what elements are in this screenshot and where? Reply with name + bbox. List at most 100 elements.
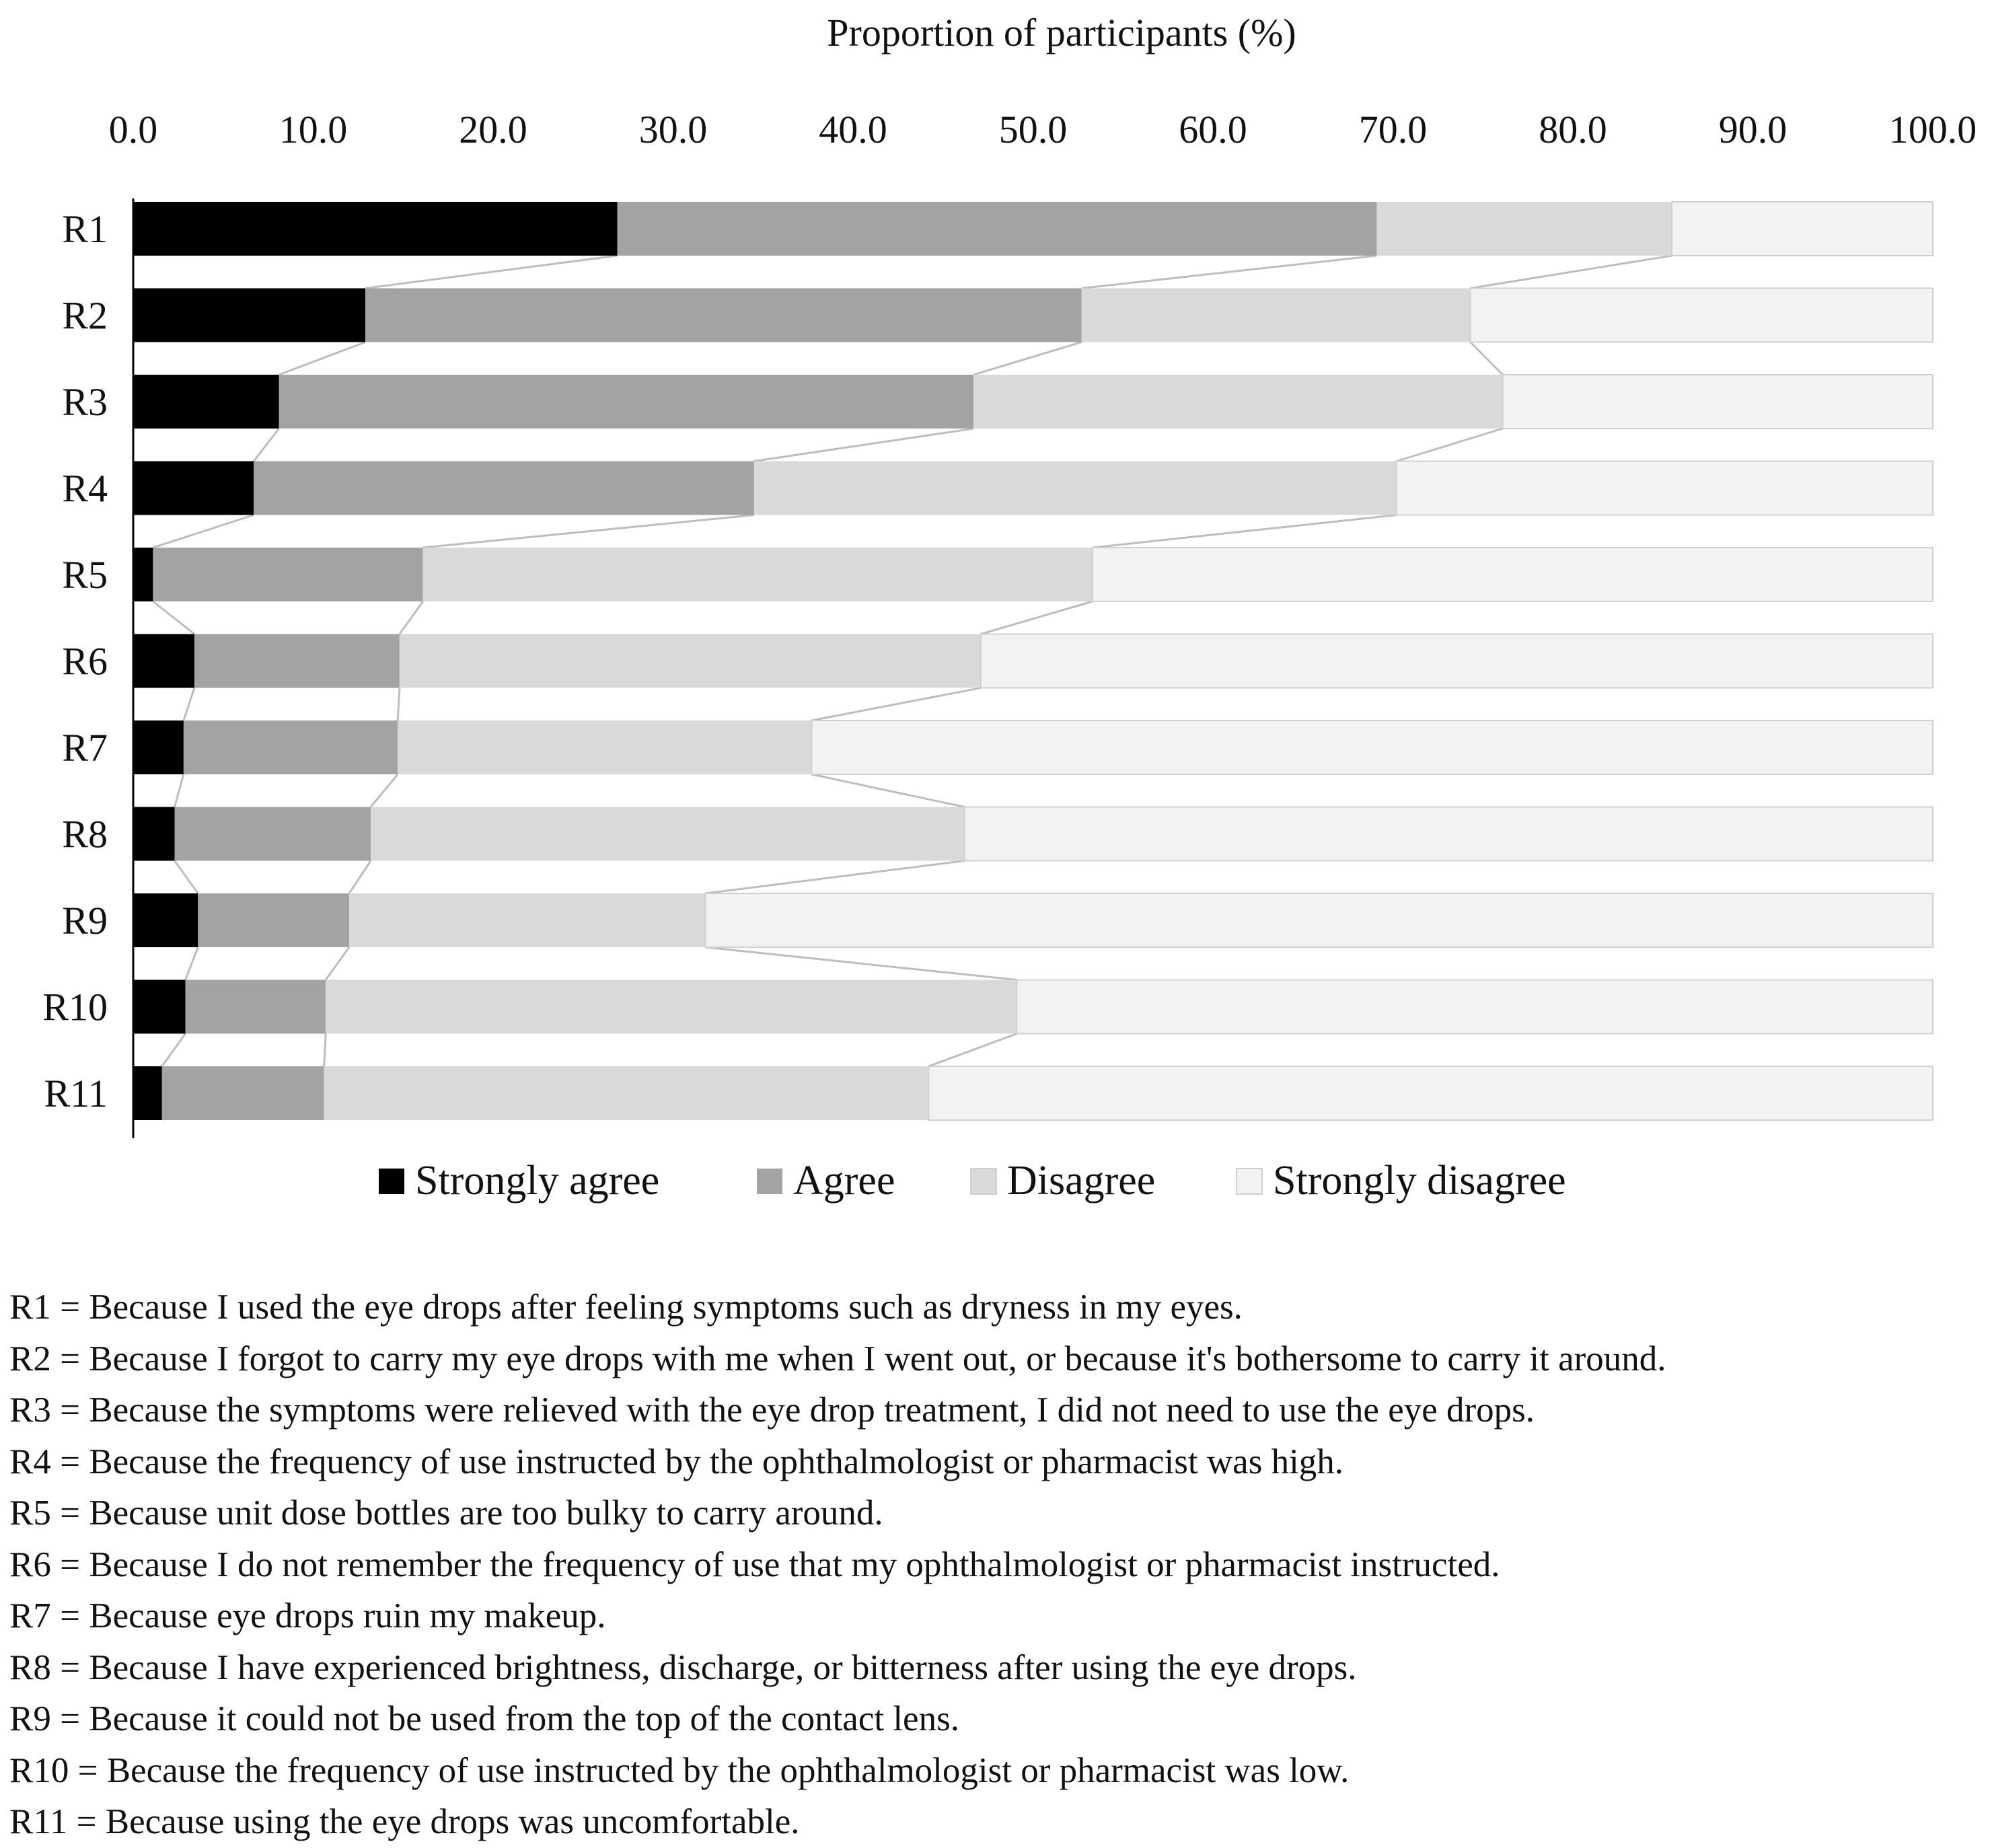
bar-segment-strongly-agree bbox=[133, 548, 153, 601]
series-connector-line bbox=[369, 774, 399, 808]
bar-segment-disagree bbox=[1376, 202, 1672, 256]
series-connector-line bbox=[1396, 427, 1504, 462]
bar-segment-strongly-disagree bbox=[1671, 201, 1933, 256]
reason-note: R5 = Because unit dose bottles are too b… bbox=[9, 1493, 883, 1532]
series-connector-line bbox=[174, 774, 185, 807]
bar-segment-agree bbox=[161, 1066, 324, 1120]
bar-segment-disagree bbox=[349, 893, 706, 947]
x-tick-label: 70.0 bbox=[1359, 108, 1428, 151]
x-tick-label: 10.0 bbox=[279, 108, 348, 151]
bar-segment-agree bbox=[194, 634, 400, 688]
x-tick-label: 60.0 bbox=[1179, 108, 1247, 151]
x-tick-label: 100.0 bbox=[1889, 108, 1977, 151]
y-category-label: R11 bbox=[44, 1072, 108, 1115]
legend-swatch bbox=[1236, 1168, 1263, 1195]
bar-segment-strongly-disagree bbox=[811, 720, 1933, 775]
series-connector-line bbox=[348, 860, 372, 894]
bar-segment-strongly-agree bbox=[133, 980, 186, 1034]
bar-segment-strongly-disagree bbox=[928, 1066, 1933, 1121]
y-category-label: R6 bbox=[62, 640, 108, 683]
y-category-label: R2 bbox=[62, 294, 108, 338]
y-category-label: R9 bbox=[62, 899, 108, 943]
series-connector-line bbox=[152, 514, 254, 549]
bar-segment-agree bbox=[183, 720, 398, 774]
reason-notes: R1 = Because I used the eye drops after … bbox=[9, 1282, 1987, 1848]
stacked-bar-chart: Proportion of participants (%) 0.0 10.0 20… bbox=[42, 11, 1977, 1204]
legend-item: Strongly disagree bbox=[1236, 1158, 1566, 1204]
bar-segment-strongly-disagree bbox=[1016, 979, 1933, 1035]
bar-segment-strongly-disagree bbox=[1395, 460, 1934, 516]
bar-segment-disagree bbox=[422, 548, 1093, 601]
y-category-label: R3 bbox=[62, 380, 108, 424]
reason-note: R2 = Because I forgot to carry my eye dr… bbox=[9, 1339, 1666, 1378]
bar-segment-agree bbox=[279, 375, 974, 429]
bar-segment-strongly-disagree bbox=[1502, 374, 1934, 429]
bar-segment-strongly-disagree bbox=[1469, 287, 1933, 343]
bar-segment-strongly-agree bbox=[133, 1066, 162, 1120]
bar-segment-disagree bbox=[1081, 288, 1471, 342]
series-connector-line bbox=[152, 600, 195, 635]
bar-segment-strongly-agree bbox=[133, 375, 279, 429]
y-category-label: R8 bbox=[62, 813, 108, 856]
bar-segment-disagree bbox=[326, 980, 1017, 1034]
series-connector-line bbox=[1469, 341, 1504, 376]
reason-note: R7 = Because eye drops ruin my makeup. bbox=[9, 1596, 606, 1635]
legend-swatch bbox=[970, 1168, 997, 1195]
y-category-label: R7 bbox=[62, 726, 108, 770]
series-connector-line bbox=[396, 688, 401, 721]
bar-segment-agree bbox=[198, 893, 349, 947]
legend-label: Agree bbox=[793, 1158, 895, 1204]
bar-segment-agree bbox=[185, 980, 326, 1034]
reason-note: R10 = Because the frequency of use instr… bbox=[9, 1750, 1350, 1790]
series-connector-line bbox=[705, 860, 965, 895]
series-connector-line bbox=[174, 860, 199, 894]
series-connector-line bbox=[323, 1033, 327, 1067]
series-connector-line bbox=[184, 947, 199, 981]
y-axis-labels: R1 R2 R3 R4 R5 R6 R7 R8 R9 R10 R11 bbox=[42, 207, 108, 1115]
bar-segment-strongly-agree bbox=[133, 720, 184, 774]
reason-note: R1 = Because I used the eye drops after … bbox=[9, 1288, 1243, 1327]
bar-segment-disagree bbox=[398, 720, 812, 774]
bar-segment-strongly-disagree bbox=[704, 893, 1933, 948]
bar-segment-agree bbox=[174, 807, 371, 861]
y-category-label: R10 bbox=[42, 986, 108, 1029]
series-connector-line bbox=[705, 946, 1017, 981]
reason-note: R9 = Because it could not be used from t… bbox=[9, 1699, 959, 1738]
bar-segment-disagree bbox=[324, 1066, 929, 1120]
reason-note: R4 = Because the frequency of use instru… bbox=[9, 1442, 1344, 1481]
bar-segment-strongly-agree bbox=[133, 634, 194, 688]
reason-note: R3 = Because the symptoms were relieved … bbox=[9, 1391, 1535, 1430]
series-connector-line bbox=[398, 601, 424, 635]
bar-segment-agree bbox=[153, 548, 423, 601]
legend-item: Agree bbox=[757, 1158, 895, 1204]
legend-label: Strongly agree bbox=[415, 1158, 659, 1204]
series-connector-line bbox=[182, 688, 196, 721]
x-tick-label: 30.0 bbox=[639, 108, 708, 151]
series-connector-line bbox=[928, 1033, 1017, 1068]
bar-segment-strongly-agree bbox=[133, 893, 198, 947]
bar-segment-strongly-disagree bbox=[1091, 547, 1933, 602]
series-connector-line bbox=[422, 514, 755, 549]
bar-segment-strongly-disagree bbox=[980, 633, 1933, 689]
bar-segment-disagree bbox=[973, 375, 1503, 429]
bar-segment-strongly-agree bbox=[133, 202, 618, 256]
series-connector-line bbox=[279, 341, 366, 376]
legend-label: Disagree bbox=[1007, 1158, 1155, 1204]
series-connector-line bbox=[1081, 254, 1377, 289]
series-connector-line bbox=[811, 773, 965, 808]
series-connector-line bbox=[980, 600, 1093, 635]
legend-label: Strongly disagree bbox=[1273, 1158, 1566, 1204]
y-category-label: R5 bbox=[62, 553, 108, 597]
series-connector-lines bbox=[152, 254, 1672, 1068]
series-connector-line bbox=[973, 341, 1082, 376]
reason-note: R8 = Because I have experienced brightne… bbox=[9, 1648, 1357, 1687]
bar-segment-strongly-agree bbox=[133, 288, 366, 342]
reason-note: R11 = Because using the eye drops was un… bbox=[9, 1802, 800, 1841]
series-connector-line bbox=[1470, 254, 1672, 289]
series-connector-line bbox=[811, 687, 982, 722]
series-connector-line bbox=[365, 254, 618, 289]
bar-segment-agree bbox=[254, 461, 754, 515]
bar-segment-agree bbox=[365, 288, 1082, 342]
bar-segment-strongly-agree bbox=[133, 461, 254, 515]
series-connector-line bbox=[161, 1033, 186, 1067]
